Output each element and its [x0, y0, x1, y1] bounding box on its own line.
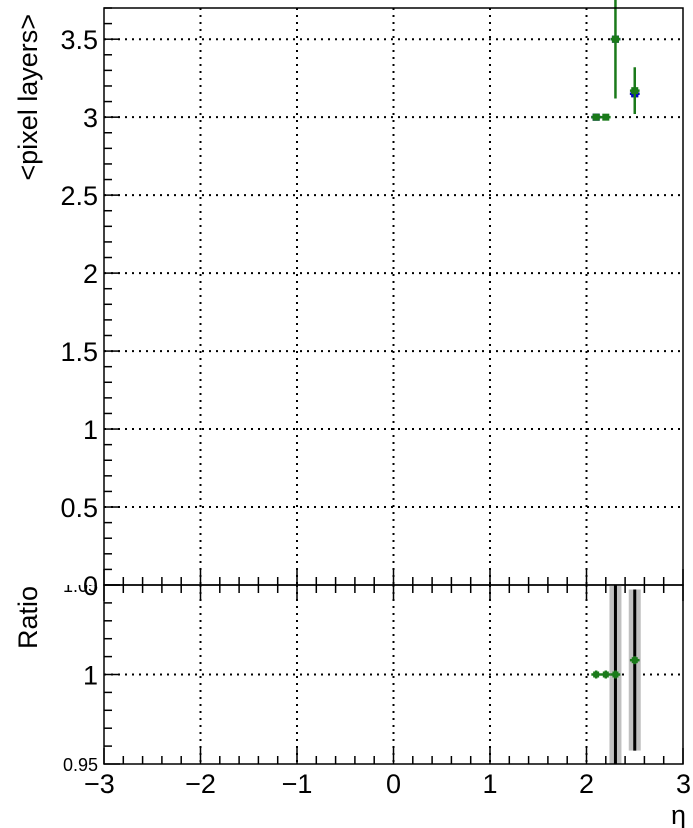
ratio-point — [602, 671, 609, 678]
y-tick-label: 3.5 — [60, 25, 98, 55]
ratio-plot-grid — [104, 585, 683, 764]
x-axis-title: η — [671, 800, 686, 828]
data-point — [602, 113, 610, 121]
data-point — [611, 35, 619, 43]
main-plot-panel: 0 0.5 1 1.5 2 2.5 3 3.5 <pixel layers> — [13, 0, 684, 601]
ratio-y-tick-label: 0.95 — [63, 755, 98, 775]
y-tick-label: 2 — [83, 259, 98, 289]
x-tick-label: 2 — [579, 769, 594, 799]
x-tick-label: −1 — [282, 769, 313, 799]
y-tick-label: 2.5 — [60, 181, 98, 211]
ratio-plot-marks — [591, 656, 640, 679]
x-tick-label: 3 — [676, 769, 691, 799]
y-tick-label: 1.5 — [60, 337, 98, 367]
ratio-y-axis-title: Ratio — [13, 586, 43, 649]
y-tick-label: 3 — [83, 103, 98, 133]
ratio-y-tick-label: 1 — [83, 661, 98, 691]
data-point — [631, 87, 639, 95]
y-tick-label: 0 — [83, 571, 98, 601]
x-tick-label: −3 — [84, 769, 115, 799]
ratio-point — [612, 671, 619, 678]
main-plot-marks — [591, 0, 640, 121]
ratio-plot-axes: 0.95 1 1.05 −3 −2 −1 0 1 2 3 — [63, 576, 691, 799]
y-tick-label: 0.5 — [60, 493, 98, 523]
data-point — [592, 113, 600, 121]
x-tick-label: 0 — [386, 769, 401, 799]
main-plot-axes: 0 0.5 1 1.5 2 2.5 3 3.5 — [60, 7, 684, 601]
y-tick-label: 1 — [83, 415, 98, 445]
x-tick-label: 1 — [482, 769, 497, 799]
y-axis-title: <pixel layers> — [13, 14, 43, 181]
main-plot-grid — [104, 8, 683, 585]
x-tick-label: −2 — [185, 769, 216, 799]
ratio-point — [593, 671, 600, 678]
ratio-plot-panel: 0.95 1 1.05 −3 −2 −1 0 1 2 3 Ratio η — [13, 576, 691, 828]
ratio-y-tick-label: 1.05 — [63, 576, 98, 596]
ratio-point — [631, 657, 638, 664]
